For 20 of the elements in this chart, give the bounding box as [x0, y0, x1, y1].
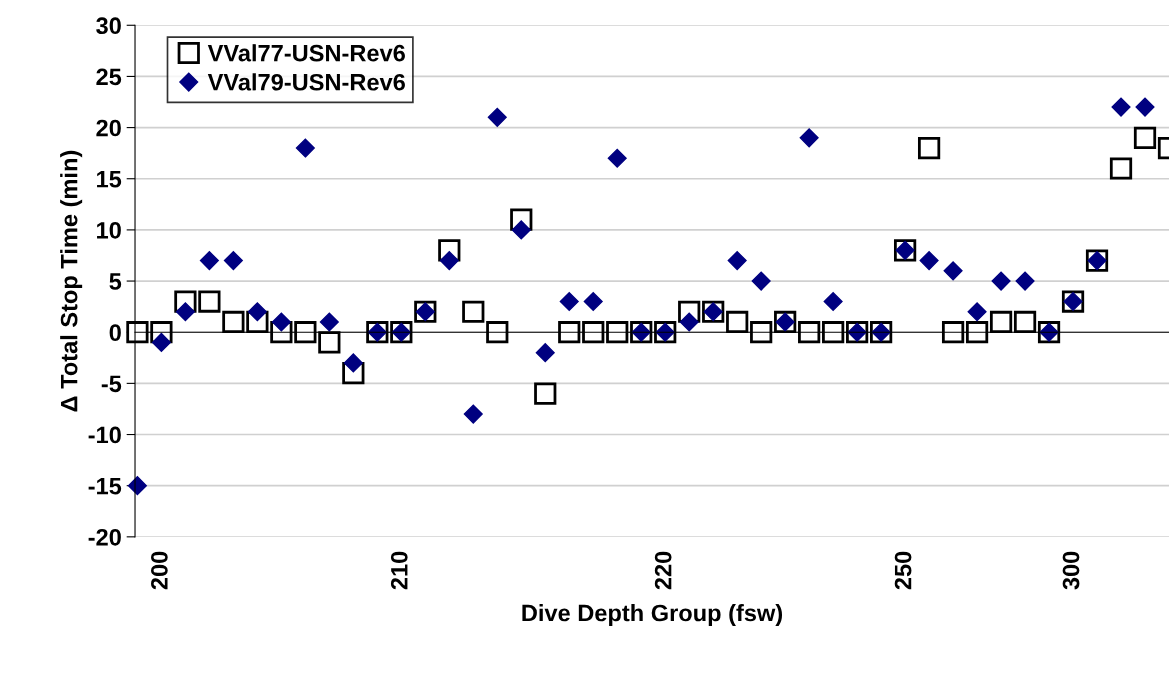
x-tick-label: 250 — [894, 551, 912, 590]
y-tick-label: 15 — [97, 171, 122, 188]
y-axis-title: Δ Total Stop Time (min) — [60, 150, 83, 412]
y-tick-label: -15 — [88, 477, 122, 495]
y-tick-label: 10 — [97, 221, 121, 239]
x-tick-label: 210 — [390, 551, 408, 590]
y-tick-label: 30 — [96, 17, 121, 35]
y-tick-label: -5 — [101, 375, 122, 393]
legend-label: VVal77-USN-Rev6 — [207, 44, 405, 62]
y-tick-label: -20 — [88, 528, 121, 546]
x-axis-title: Dive Depth Group (fsw) — [522, 604, 783, 627]
y-tick-label: 5 — [109, 273, 122, 290]
x-tick-label: 300 — [1062, 551, 1080, 590]
y-tick-label: 0 — [109, 324, 121, 341]
y-tick-label: 25 — [96, 68, 122, 86]
x-tick-label: 220 — [654, 551, 672, 590]
x-tick-label: 200 — [151, 551, 168, 590]
y-tick-label: -10 — [88, 426, 121, 444]
y-tick-label: 20 — [96, 119, 121, 137]
legend-label: VVal79-USN-Rev6 — [207, 73, 405, 91]
